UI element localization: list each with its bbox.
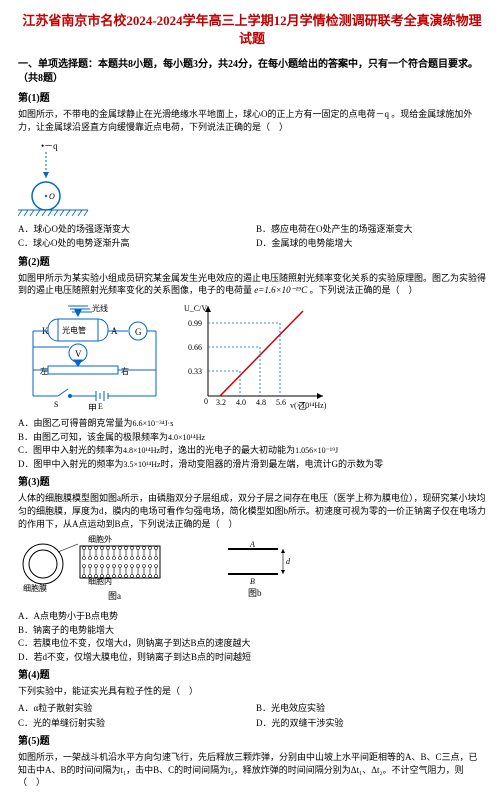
- svg-text:U_C/V: U_C/V: [184, 304, 207, 313]
- q1-opt-a: A．球心O处的场强逐渐变大: [18, 223, 248, 236]
- q1-figure: •－q O: [18, 138, 486, 223]
- q1-arrowhead: [43, 172, 49, 178]
- svg-text:右: 右: [121, 366, 129, 376]
- q2-opt-c: C．图甲中入射光的频率为4.8×10¹⁴Hz时，逸出的光电子的最大初动能为1.0…: [18, 444, 486, 457]
- q4-body: 下列实验中，能证实光具有粒子性的是（ ）: [18, 685, 486, 698]
- q1-hatch: [18, 210, 88, 216]
- svg-text:4.0: 4.0: [236, 398, 246, 407]
- svg-text:G: G: [135, 327, 142, 337]
- q2-opt-a: A．由图乙可得普朗克常量为6.6×10⁻³⁴J·s: [18, 417, 486, 430]
- q1-options: A．球心O处的场强逐渐变大 B．感应电荷在O处产生的场强逐渐变大 C．球心O处的…: [18, 223, 486, 250]
- q1-opt-b: B．感应电荷在O处产生的场强逐渐变大: [256, 223, 486, 236]
- svg-text:0.33: 0.33: [188, 367, 202, 376]
- svg-text:细胞膜: 细胞膜: [23, 583, 47, 593]
- q1-body: 如图所示，不带电的金属球静止在光滑绝缘水平地面上，球心O的正上方有一固定的点电荷…: [18, 108, 486, 133]
- svg-text:图b: 图b: [248, 588, 262, 598]
- svg-text:5.6: 5.6: [276, 398, 286, 407]
- svg-text:E: E: [98, 402, 103, 411]
- q5-body: 如图所示，一架战斗机沿水平方向匀速飞行，先后释放三颗炸弹，分别由中山坡上水平间距…: [18, 751, 486, 789]
- svg-text:V: V: [75, 349, 82, 359]
- svg-text:4.8: 4.8: [256, 398, 266, 407]
- svg-text:3.2: 3.2: [216, 398, 226, 407]
- q3-figa: 细胞膜 细胞外 细胞内: [18, 534, 208, 604]
- q2-figures: 光线 光电管 K A G V 左 右: [18, 301, 486, 411]
- q3-body: 人体的细胞膜模型图如图a所示，由磷脂双分子层组成，双分子层之间存在电压（医学上称…: [18, 492, 486, 530]
- q2-eval: e=1.6×10⁻¹⁹C: [254, 285, 307, 295]
- q2-body: 如图甲所示为某实验小组成员研究某金属发生光电效应的遏止电压随照射光频率变化关系的…: [18, 272, 486, 297]
- svg-text:S: S: [54, 400, 58, 409]
- svg-text:甲: 甲: [88, 403, 97, 411]
- svg-text:左: 左: [40, 366, 48, 376]
- q3-opt-c: C．若膜电位不变，仅增大d，则钠离子到达B点的速度越大: [18, 637, 486, 650]
- q1-charge-label: •－q: [41, 141, 58, 151]
- q2-options: A．由图乙可得普朗克常量为6.6×10⁻³⁴J·s B．由图乙可知，该金属的极限…: [18, 417, 486, 470]
- q1-opt-c: C．球心O处的电势逐渐升高: [18, 237, 248, 250]
- q2-opt-b: B．由图乙可知，该金属的极限频率为4.0×10¹⁴Hz: [18, 431, 486, 444]
- svg-text:乙: 乙: [298, 401, 307, 411]
- q3-figures: 细胞膜 细胞外 细胞内: [18, 534, 486, 604]
- q1-opt-d: D．金属球的电势能增大: [256, 237, 486, 250]
- q2-circuit: 光线 光电管 K A G V 左 右: [18, 301, 168, 411]
- svg-text:光电管: 光电管: [62, 325, 86, 335]
- q4-head: 第(4)题: [18, 669, 486, 683]
- q1-head: 第(1)题: [18, 92, 486, 106]
- q2-opt-d: D．图甲中入射光的频率为3.5×10¹⁴Hz时，滑动变阻器的滑片滑到最左端，电流…: [18, 458, 486, 471]
- svg-text:0.66: 0.66: [188, 343, 202, 352]
- q4-opt-c: C．光的单缝衍射实验: [18, 717, 248, 730]
- q2-head: 第(2)题: [18, 256, 486, 270]
- q1-o-label: O: [49, 192, 55, 201]
- svg-text:细胞外: 细胞外: [88, 534, 112, 544]
- q3-opt-b: B．钠离子的电势能增大: [18, 624, 486, 637]
- svg-text:0.99: 0.99: [188, 319, 202, 328]
- q2-body2: 。下列说法正确的是（ ）: [310, 285, 418, 295]
- q5-head: 第(5)题: [18, 735, 486, 749]
- svg-text:A: A: [249, 540, 255, 549]
- q3-figb: A B d 图b: [218, 534, 308, 604]
- svg-text:d: d: [286, 557, 291, 566]
- page-title: 江苏省南京市名校2024-2024学年高三上学期12月学情检测调研联考全真演练物…: [18, 12, 486, 48]
- svg-text:图a: 图a: [108, 591, 121, 601]
- q3-opt-d: D．若d不变，仅增大膜电位，则钠离子到达B点的时间越短: [18, 651, 486, 664]
- svg-text:B: B: [250, 577, 255, 586]
- q2-graph: U_C/V v(×10¹⁴Hz) 0 0.33 0.66 0.99 3.2 4.…: [178, 301, 328, 411]
- q3-head: 第(3)题: [18, 476, 486, 490]
- q4-opt-d: D．光的双缝干涉实验: [256, 717, 486, 730]
- q3-opt-a: A．A点电势小于B点电势: [18, 610, 486, 623]
- svg-text:v(×10¹⁴Hz): v(×10¹⁴Hz): [290, 401, 327, 410]
- section-heading: 一、单项选择题：本题共8小题，每小题3分，共24分，在每小题给出的答案中，只有一…: [18, 58, 486, 86]
- q3-options: A．A点电势小于B点电势 B．钠离子的电势能增大 C．若膜电位不变，仅增大d，则…: [18, 610, 486, 663]
- svg-text:0: 0: [204, 397, 208, 406]
- q4-options: A．α粒子散射实验 B．光电效应实验 C．光的单缝衍射实验 D．光的双缝干涉实验: [18, 702, 486, 729]
- svg-text:光线: 光线: [92, 303, 108, 313]
